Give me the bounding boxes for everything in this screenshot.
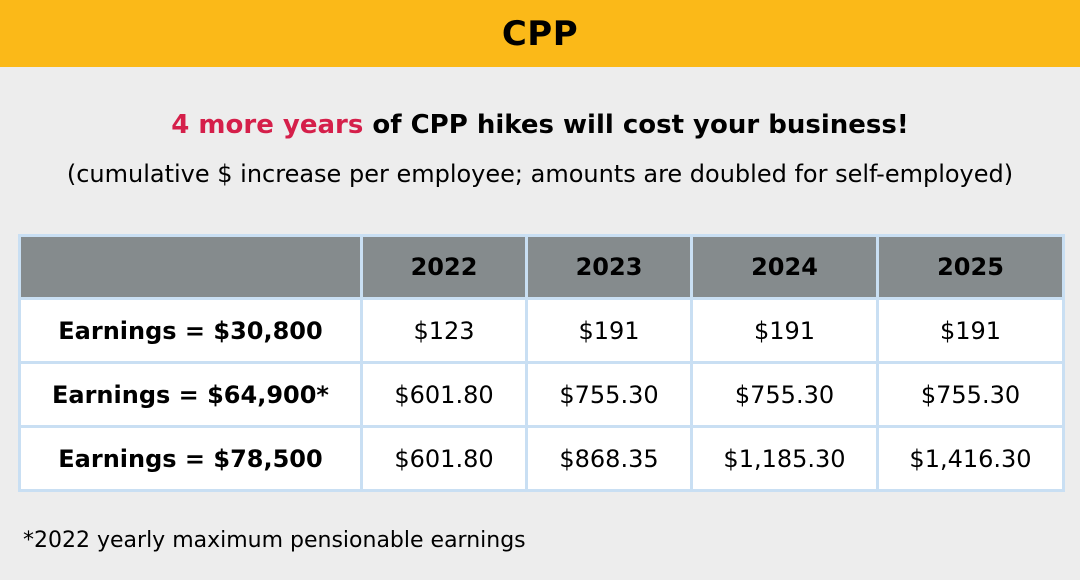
table-header-row: 2022 2023 2024 2025	[18, 234, 1065, 300]
header-cell-2023: 2023	[525, 234, 693, 300]
header-cell-2022: 2022	[360, 234, 528, 300]
table-cell: $601.80	[360, 425, 528, 492]
headline: 4 more years of CPP hikes will cost your…	[0, 110, 1080, 140]
table-cell: $868.35	[525, 425, 693, 492]
table-cell: $1,185.30	[690, 425, 879, 492]
table-row: Earnings = $78,500 $601.80 $868.35 $1,18…	[18, 425, 1065, 492]
headline-accent: 4 more years	[171, 110, 364, 140]
header-cell-blank	[18, 234, 363, 300]
table-cell: $123	[360, 297, 528, 364]
table-row: Earnings = $30,800 $123 $191 $191 $191	[18, 297, 1065, 364]
row-label: Earnings = $64,900*	[18, 361, 363, 428]
table-cell: $755.30	[690, 361, 879, 428]
table-cell: $191	[876, 297, 1065, 364]
banner-title: CPP	[501, 13, 579, 54]
headline-rest: of CPP hikes will cost your business!	[363, 110, 909, 140]
table-row: Earnings = $64,900* $601.80 $755.30 $755…	[18, 361, 1065, 428]
cpp-increase-table: 2022 2023 2024 2025 Earnings = $30,800 $…	[18, 234, 1065, 492]
header-cell-2025: 2025	[876, 234, 1065, 300]
subheadline: (cumulative $ increase per employee; amo…	[66, 160, 1014, 188]
table-cell: $1,416.30	[876, 425, 1065, 492]
row-label: Earnings = $30,800	[18, 297, 363, 364]
table-cell: $191	[690, 297, 879, 364]
header-cell-2024: 2024	[690, 234, 879, 300]
table-cell: $601.80	[360, 361, 528, 428]
table-cell: $191	[525, 297, 693, 364]
table-cell: $755.30	[525, 361, 693, 428]
title-banner: CPP	[0, 0, 1080, 67]
row-label: Earnings = $78,500	[18, 425, 363, 492]
table-cell: $755.30	[876, 361, 1065, 428]
footnote: *2022 yearly maximum pensionable earning…	[23, 528, 526, 553]
